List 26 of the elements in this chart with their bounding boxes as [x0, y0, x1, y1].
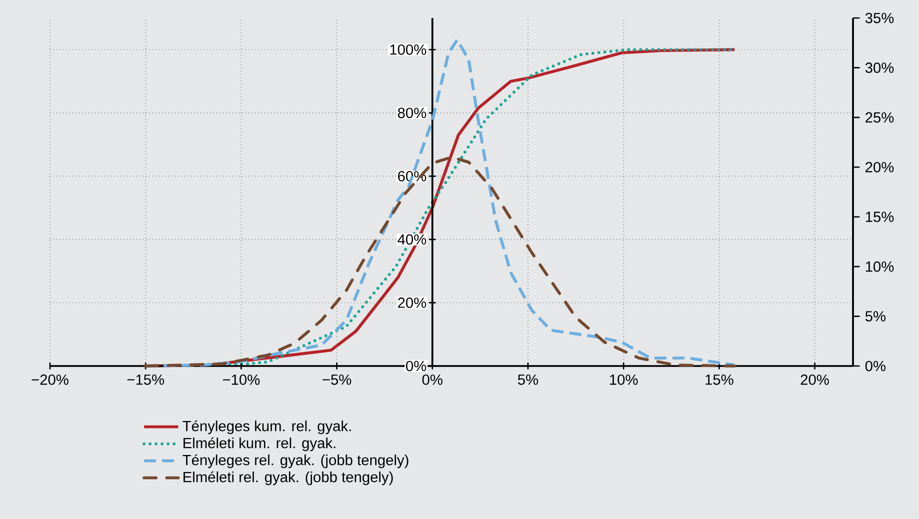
y2-tick-label: 5%	[865, 311, 886, 322]
y2-tick-label: 0%	[865, 360, 886, 372]
x-tick-label: 10%	[610, 374, 638, 385]
y2-tick-label: 15%	[866, 212, 894, 222]
y2-tick-label: 30%	[865, 62, 894, 73]
y-tick-label: 40%	[398, 234, 426, 245]
x-tick-label: −5%	[322, 374, 352, 385]
x-tick-label: 5%	[518, 374, 538, 385]
x-tick-label: −20%	[32, 374, 68, 385]
y2-tick-label: 25%	[866, 112, 894, 123]
y-tick-label: 0%	[406, 360, 426, 372]
x-tick-label: 20%	[800, 374, 829, 385]
legend-label: Elméleti rel. gyak. (jobb tengely)	[184, 471, 393, 486]
legend-label: Elméleti kum. rel. gyak.	[184, 437, 336, 452]
legend-label: Tényleges kum. rel. gyak.	[182, 420, 351, 434]
y-tick-label: 80%	[398, 108, 426, 118]
y2-tick-label: 20%	[866, 162, 894, 172]
y2-tick-label: 10%	[866, 261, 894, 272]
x-tick-label: −15%	[127, 374, 164, 385]
y-tick-label: 20%	[398, 298, 426, 308]
y2-tick-label: 35%	[865, 12, 894, 24]
legend-label: Tényleges rel. gyak. (jobb tengely)	[182, 454, 408, 468]
x-tick-label: −10%	[222, 374, 260, 385]
y-tick-label: 100%	[390, 44, 426, 55]
x-tick-label: 0%	[422, 374, 442, 385]
x-tick-label: 15%	[706, 374, 734, 385]
